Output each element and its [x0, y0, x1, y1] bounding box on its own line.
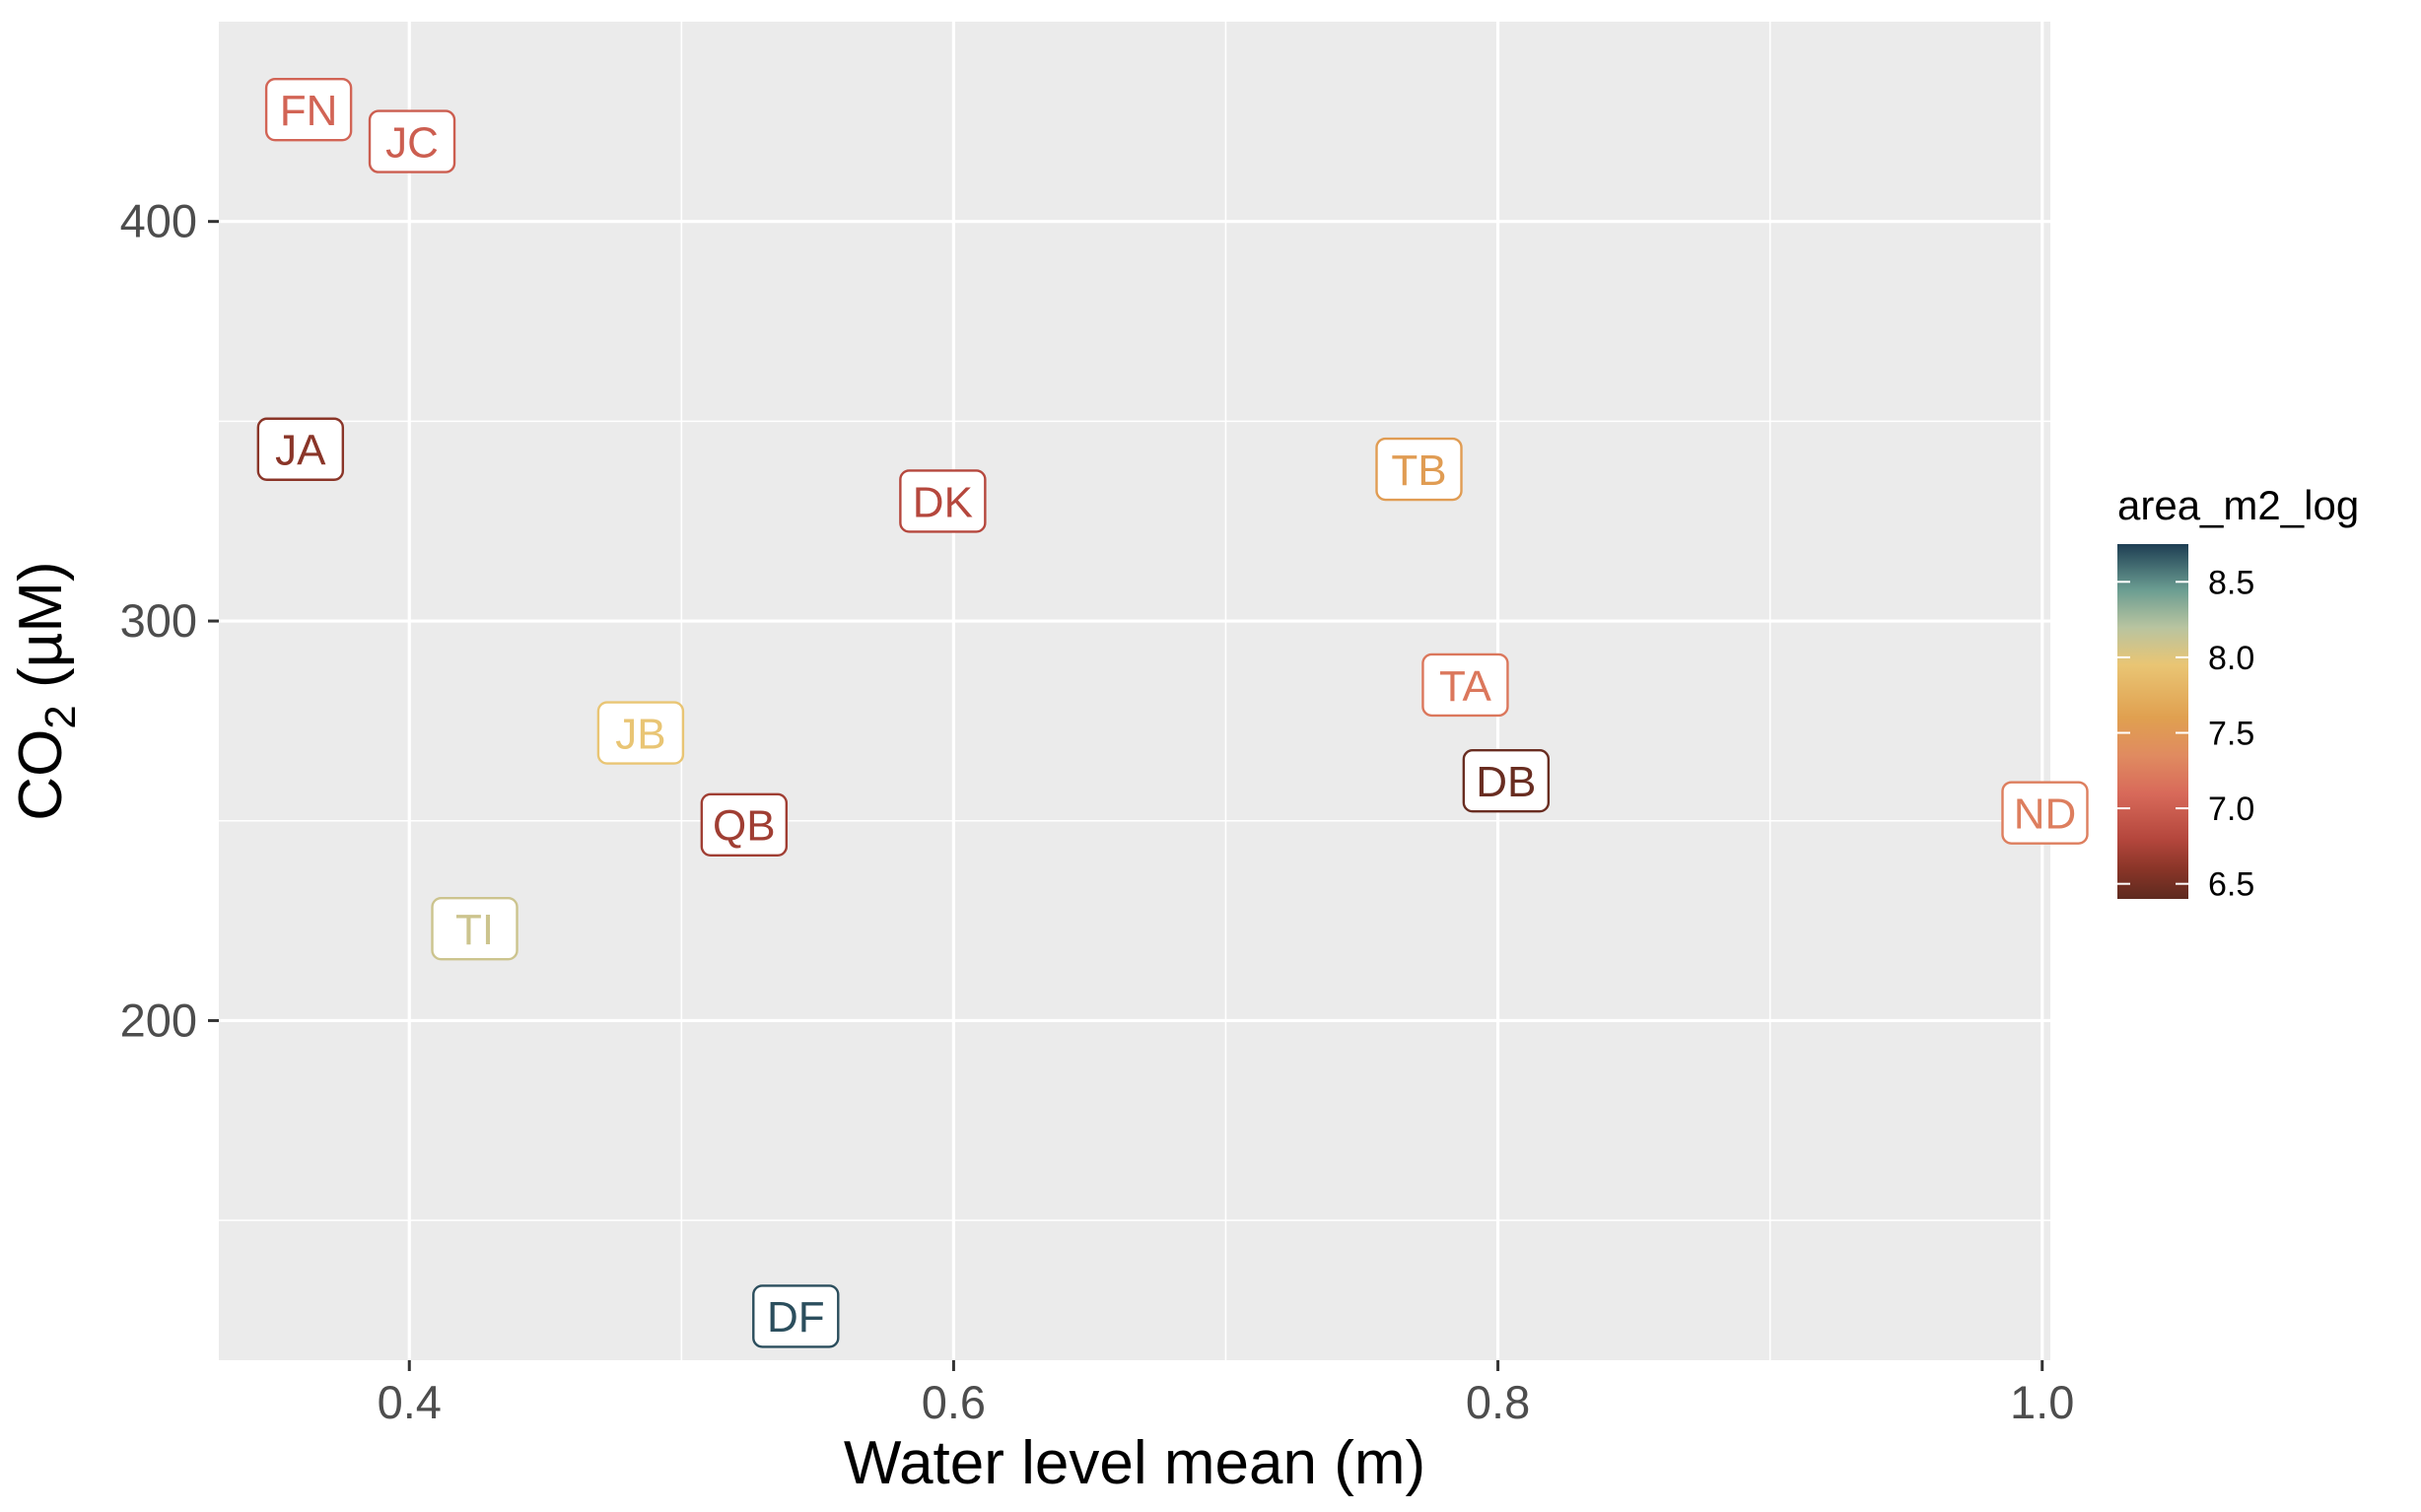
legend-title: area_m2_log	[2117, 482, 2359, 528]
point-label-box	[899, 469, 987, 533]
point-label-text: JB	[615, 710, 665, 758]
legend-tick-label: 6.5	[2208, 866, 2254, 904]
point-label: DF	[752, 1284, 840, 1348]
point-label: TB	[1375, 437, 1463, 502]
legend-tick-label: 8.5	[2208, 564, 2254, 601]
point-label: JB	[596, 701, 685, 765]
point-label-box	[1375, 437, 1463, 502]
x-axis: 0.4 0.6 0.8 1.0	[378, 1360, 2074, 1428]
point-label-text: JC	[385, 118, 439, 167]
point-label-box	[368, 109, 456, 173]
y-tick-label: 300	[120, 594, 197, 647]
legend-tick-label: 7.5	[2208, 715, 2254, 752]
point-label: JC	[368, 109, 456, 173]
point-label-box	[264, 77, 353, 142]
minor-gridlines	[219, 22, 2050, 1360]
plot-panel	[219, 22, 2050, 1360]
legend-tick-label: 7.0	[2208, 790, 2254, 828]
point-label-text: QB	[713, 802, 776, 851]
point-label-text: DF	[767, 1293, 825, 1341]
point-label: TI	[431, 896, 519, 961]
y-axis-title: CO2 (µM)	[7, 561, 85, 820]
y-tick-label: 400	[120, 195, 197, 247]
point-label: TA	[1421, 653, 1509, 718]
point-label: FN	[264, 77, 353, 142]
legend-tick-label: 8.0	[2208, 640, 2254, 677]
point-label-box	[596, 701, 685, 765]
x-axis-title: Water level mean (m)	[844, 1429, 1425, 1497]
point-label-text: JA	[275, 427, 326, 475]
point-label-text: FN	[280, 87, 338, 135]
point-label-box	[700, 792, 789, 857]
y-tick-label: 200	[120, 994, 197, 1046]
point-label-box	[1462, 749, 1551, 813]
point-label-box	[2001, 781, 2089, 845]
x-tick-label: 0.8	[1466, 1376, 1530, 1428]
x-tick-label: 1.0	[2010, 1376, 2074, 1428]
point-label-text: TB	[1391, 447, 1446, 495]
x-tick-label: 0.6	[922, 1376, 986, 1428]
point-label-box	[752, 1284, 840, 1348]
point-label-text: TI	[455, 906, 494, 954]
x-tick-label: 0.4	[378, 1376, 442, 1428]
y-axis-title-subscript: 2	[36, 705, 85, 728]
y-axis: 200 300 400	[120, 195, 219, 1046]
point-label-text: ND	[2014, 790, 2077, 838]
point-label: ND	[2001, 781, 2089, 845]
point-label-box	[256, 417, 345, 481]
point-label: DK	[899, 469, 987, 533]
point-label-box	[431, 896, 519, 961]
legend-colorbar	[2117, 544, 2188, 899]
point-labels: FN JC JA DK TB TA DB ND JB QB TI DF	[256, 77, 2089, 1348]
point-label-text: TA	[1439, 662, 1492, 711]
major-gridlines	[219, 22, 2050, 1360]
point-label-box	[1421, 653, 1509, 718]
point-label: DB	[1462, 749, 1551, 813]
point-label-text: DK	[913, 478, 973, 526]
y-axis-title-unit: (µM)	[7, 561, 75, 705]
y-axis-title-main: CO	[7, 729, 75, 821]
legend-ticks: 6.5 7.0 7.5 8.0 8.5	[2117, 564, 2254, 904]
legend: area_m2_log 6.5 7.0 7.5 8.0 8.5	[2117, 482, 2359, 904]
point-label: JA	[256, 417, 345, 481]
point-label-text: DB	[1476, 758, 1536, 806]
point-label: QB	[700, 792, 789, 857]
